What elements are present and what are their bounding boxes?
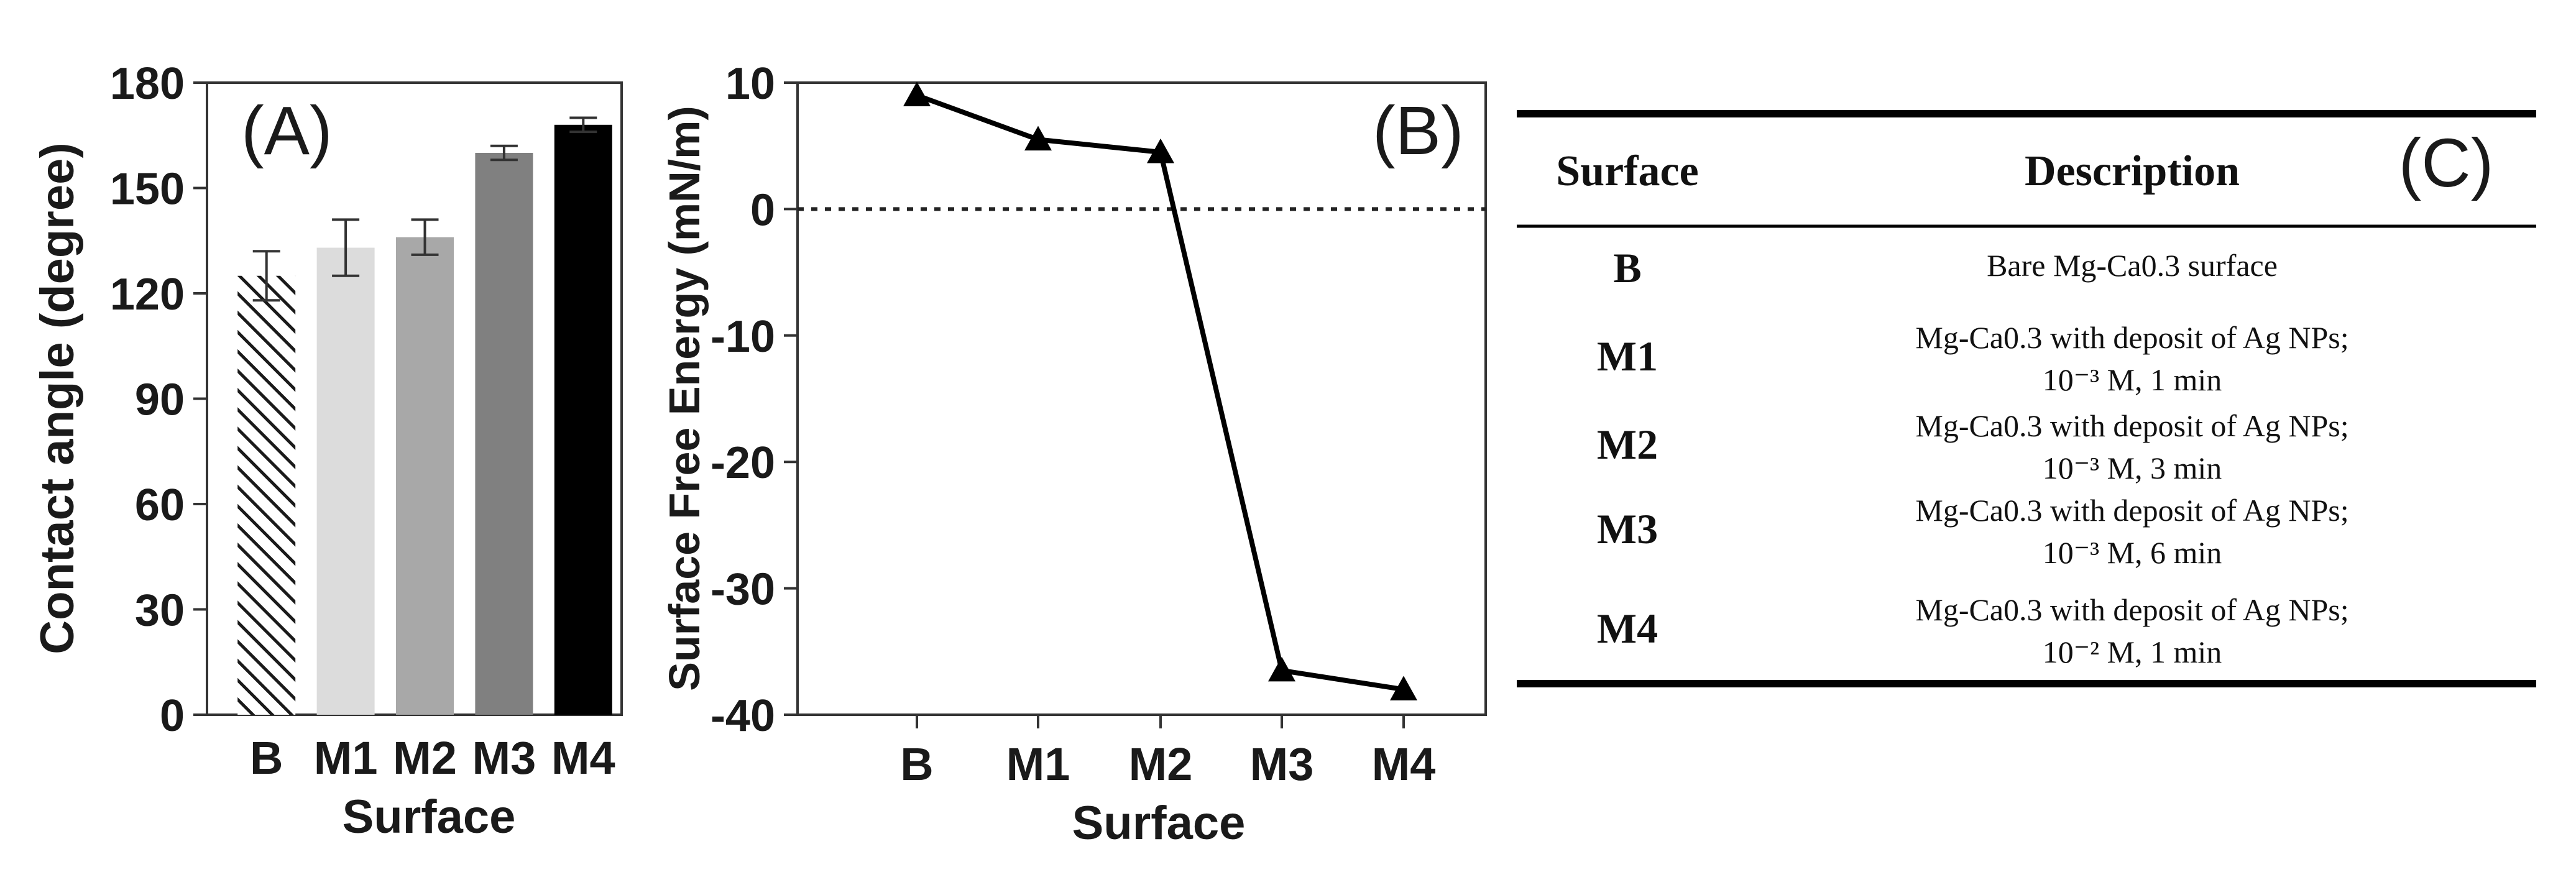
x-tick-label: M3 bbox=[472, 732, 536, 784]
row-description-line2: 10⁻³ M, 3 min bbox=[2043, 451, 2222, 485]
x-tick-label: M4 bbox=[551, 732, 615, 784]
table-row: M1 Mg-Ca0.3 with deposit of Ag NPs; 10⁻³ M… bbox=[1597, 320, 2349, 397]
point-m2 bbox=[1147, 138, 1174, 163]
x-tick-label: B bbox=[900, 738, 933, 790]
row-description-line1: Bare Mg-Ca0.3 surface bbox=[1987, 248, 2278, 283]
y-tick-label: 180 bbox=[110, 59, 185, 109]
row-description-line2: 10⁻³ M, 1 min bbox=[2043, 362, 2222, 397]
bar-m3 bbox=[475, 153, 533, 715]
x-tick-label: M4 bbox=[1372, 738, 1436, 790]
x-tick-label: M1 bbox=[314, 732, 378, 784]
table-row: M3 Mg-Ca0.3 with deposit of Ag NPs; 10⁻³ M… bbox=[1597, 493, 2349, 570]
panel-b-line-chart: -40 -30 -20 -10 0 10 B M1 M2 M3 M4 (B) Surface Su… bbox=[660, 59, 1487, 850]
point-m1 bbox=[1024, 126, 1052, 151]
y-tick-label: 120 bbox=[110, 270, 185, 319]
x-axis-label-b: Surface bbox=[1072, 797, 1246, 850]
x-tick-label: B bbox=[250, 732, 283, 784]
y-tick-label: 30 bbox=[135, 586, 185, 636]
panel-c-label: (C) bbox=[2399, 125, 2494, 201]
row-description-line1: Mg-Ca0.3 with deposit of Ag NPs; bbox=[1915, 493, 2348, 528]
y-tick-label: -30 bbox=[711, 565, 775, 615]
y-tick-label: 150 bbox=[110, 165, 185, 214]
panel-b-label: (B) bbox=[1373, 93, 1464, 169]
panel-a-label: (A) bbox=[241, 93, 333, 169]
table-row: M4 Mg-Ca0.3 with deposit of Ag NPs; 10⁻² M… bbox=[1597, 592, 2349, 669]
y-axis-label-b: Surface Free Energy (mN/m) bbox=[660, 106, 709, 690]
series-line bbox=[916, 93, 1404, 692]
x-tick-label: M2 bbox=[1129, 738, 1193, 790]
column-header-surface: Surface bbox=[1556, 147, 1698, 195]
plot-frame-b bbox=[796, 81, 1487, 716]
y-tick-label: 0 bbox=[160, 691, 185, 741]
panel-c-table: Surface Description (C) B Bare Mg-Ca0.3 s… bbox=[1517, 110, 2536, 687]
row-description-line2: 10⁻² M, 1 min bbox=[2043, 635, 2222, 669]
row-description-line1: Mg-Ca0.3 with deposit of Ag NPs; bbox=[1915, 592, 2348, 627]
table-row: B Bare Mg-Ca0.3 surface bbox=[1613, 244, 2278, 291]
x-axis-label-a: Surface bbox=[343, 791, 516, 843]
table-row: M2 Mg-Ca0.3 with deposit of Ag NPs; 10⁻³ M… bbox=[1597, 408, 2349, 485]
bar-m2 bbox=[396, 237, 454, 715]
y-tick-label: 10 bbox=[725, 59, 775, 109]
point-m3 bbox=[1268, 656, 1295, 682]
bar-m1 bbox=[316, 247, 375, 715]
point-b bbox=[903, 81, 931, 106]
y-tick-label: -10 bbox=[711, 312, 775, 362]
y-tick-label: 0 bbox=[750, 185, 775, 235]
x-tick-label: M3 bbox=[1250, 738, 1314, 790]
row-description-line1: Mg-Ca0.3 with deposit of Ag NPs; bbox=[1915, 320, 2348, 355]
x-tick-label: M2 bbox=[393, 732, 457, 784]
row-surface: M2 bbox=[1597, 421, 1658, 468]
row-description-line1: Mg-Ca0.3 with deposit of Ag NPs; bbox=[1915, 408, 2348, 443]
panel-a-bar-chart: 0 30 60 90 120 150 180 B M1 M2 M3 M4 (A) Surface C… bbox=[31, 59, 623, 843]
x-tick-label: M1 bbox=[1006, 738, 1070, 790]
column-header-description: Description bbox=[2025, 147, 2240, 195]
row-surface: M4 bbox=[1597, 605, 1658, 652]
row-description-line2: 10⁻³ M, 6 min bbox=[2043, 535, 2222, 570]
point-m4 bbox=[1390, 676, 1417, 700]
row-surface: M1 bbox=[1597, 333, 1658, 380]
row-surface: B bbox=[1613, 244, 1641, 291]
bar-m4 bbox=[554, 124, 612, 715]
bar-b bbox=[237, 275, 296, 715]
row-surface: M3 bbox=[1597, 505, 1658, 553]
y-tick-label: -40 bbox=[711, 691, 775, 741]
y-tick-label: 90 bbox=[135, 375, 185, 425]
y-axis-label-a: Contact angle (degree) bbox=[31, 142, 84, 654]
y-tick-label: 60 bbox=[135, 480, 185, 530]
y-tick-label: -20 bbox=[711, 438, 775, 488]
